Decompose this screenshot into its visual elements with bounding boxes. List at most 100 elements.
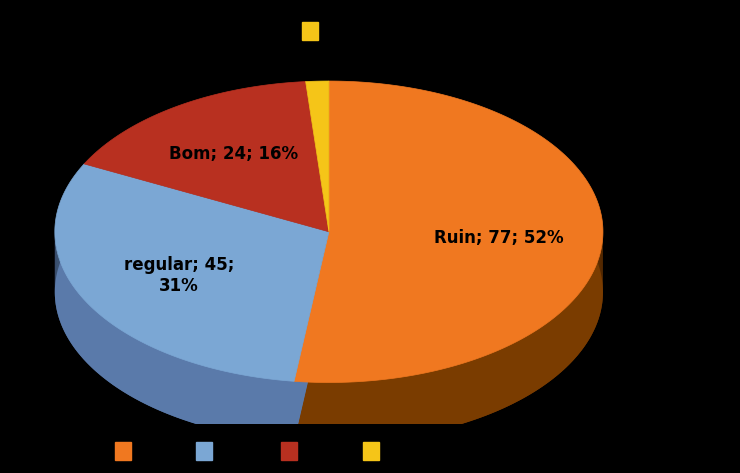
Polygon shape (585, 284, 586, 346)
Polygon shape (286, 381, 287, 441)
Polygon shape (590, 276, 591, 338)
Polygon shape (238, 374, 240, 435)
Polygon shape (363, 381, 366, 442)
Polygon shape (141, 342, 143, 403)
Polygon shape (407, 376, 410, 437)
Polygon shape (482, 356, 485, 417)
Polygon shape (128, 334, 129, 395)
Polygon shape (226, 372, 228, 432)
Polygon shape (100, 315, 101, 376)
Polygon shape (124, 332, 125, 393)
Polygon shape (457, 364, 460, 425)
Polygon shape (101, 316, 103, 377)
Polygon shape (220, 370, 221, 431)
Polygon shape (249, 376, 252, 437)
Polygon shape (336, 382, 339, 443)
Polygon shape (564, 308, 565, 369)
Polygon shape (152, 347, 153, 408)
Polygon shape (534, 331, 536, 392)
Polygon shape (404, 377, 407, 437)
Polygon shape (167, 353, 169, 414)
Polygon shape (160, 350, 161, 412)
Polygon shape (551, 319, 553, 380)
Polygon shape (536, 329, 538, 391)
Polygon shape (111, 323, 112, 384)
Polygon shape (268, 379, 270, 439)
Polygon shape (83, 298, 84, 360)
Polygon shape (592, 273, 593, 335)
Polygon shape (554, 316, 556, 378)
Polygon shape (245, 375, 246, 436)
Polygon shape (109, 322, 110, 383)
Polygon shape (193, 363, 195, 423)
Polygon shape (580, 290, 582, 352)
Polygon shape (558, 314, 559, 375)
Polygon shape (418, 374, 421, 435)
Polygon shape (215, 369, 217, 429)
Polygon shape (494, 351, 497, 412)
Polygon shape (88, 304, 89, 365)
Polygon shape (155, 348, 156, 409)
Polygon shape (93, 309, 94, 370)
Polygon shape (339, 382, 342, 443)
Polygon shape (138, 340, 139, 401)
Polygon shape (576, 295, 578, 356)
Polygon shape (392, 378, 395, 439)
Polygon shape (150, 346, 152, 407)
Polygon shape (435, 370, 438, 431)
Polygon shape (573, 299, 574, 361)
Polygon shape (55, 224, 329, 442)
Polygon shape (579, 291, 580, 353)
Polygon shape (383, 379, 386, 440)
Polygon shape (538, 328, 540, 390)
Polygon shape (500, 349, 502, 410)
Polygon shape (574, 298, 576, 359)
Polygon shape (228, 372, 229, 433)
Polygon shape (127, 333, 128, 394)
Polygon shape (553, 317, 554, 379)
Polygon shape (440, 369, 443, 430)
Polygon shape (96, 311, 97, 372)
Polygon shape (85, 300, 86, 361)
Polygon shape (243, 375, 245, 436)
Polygon shape (55, 164, 329, 381)
Polygon shape (524, 337, 526, 398)
Polygon shape (312, 382, 315, 443)
Polygon shape (80, 295, 81, 356)
Polygon shape (513, 342, 515, 404)
Polygon shape (306, 382, 309, 442)
Polygon shape (174, 356, 175, 417)
Polygon shape (123, 331, 124, 392)
Polygon shape (112, 324, 113, 385)
Polygon shape (451, 366, 454, 427)
Polygon shape (522, 338, 524, 399)
Polygon shape (99, 314, 100, 375)
Polygon shape (465, 362, 467, 423)
Polygon shape (462, 363, 465, 424)
Polygon shape (556, 315, 558, 377)
Polygon shape (121, 330, 122, 391)
Polygon shape (177, 357, 178, 418)
Polygon shape (147, 344, 148, 405)
Polygon shape (221, 370, 223, 431)
Polygon shape (180, 359, 181, 419)
Polygon shape (421, 373, 424, 434)
Polygon shape (240, 374, 241, 435)
Polygon shape (145, 344, 147, 404)
Polygon shape (570, 302, 571, 364)
Polygon shape (210, 368, 212, 429)
Polygon shape (187, 361, 189, 421)
Polygon shape (548, 322, 549, 383)
Polygon shape (567, 305, 568, 367)
Polygon shape (294, 232, 329, 442)
Polygon shape (129, 335, 130, 396)
Polygon shape (283, 380, 286, 441)
Polygon shape (424, 373, 427, 433)
Polygon shape (140, 341, 141, 402)
Polygon shape (282, 380, 283, 441)
Polygon shape (497, 350, 500, 411)
Polygon shape (134, 338, 135, 399)
Polygon shape (278, 380, 280, 440)
Polygon shape (189, 361, 190, 422)
Polygon shape (289, 381, 291, 441)
